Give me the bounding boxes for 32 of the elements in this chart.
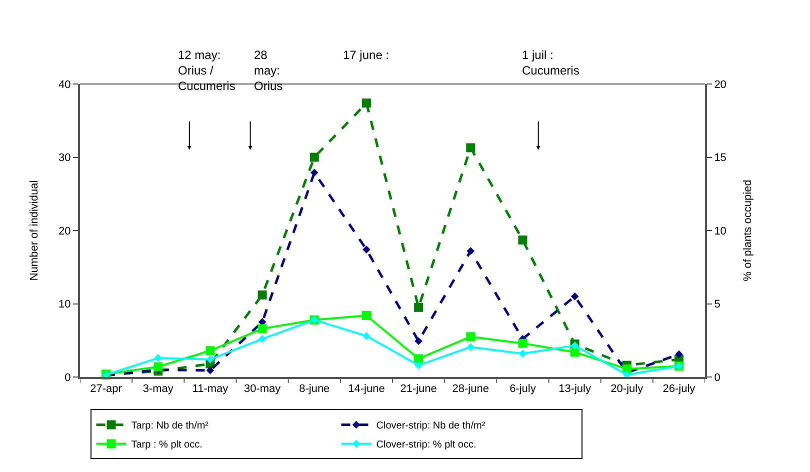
y-tick-label: 0	[64, 372, 71, 384]
y2-tick-label: 15	[714, 152, 726, 164]
y2-tick-label: 20	[714, 78, 726, 91]
y2-tick-label: 5	[714, 298, 720, 311]
x-tick-label: 14-june	[348, 383, 385, 396]
x-tick-label: 30-may	[244, 383, 282, 396]
y-tick-label: 30	[58, 152, 71, 164]
x-tick-label: 6-july	[510, 383, 536, 396]
x-tick-label: 20-july	[610, 383, 644, 396]
x-tick-label: 8-june	[299, 383, 330, 396]
legend-label: Tarp: Nb de th/m²	[131, 420, 210, 432]
x-tick-label: 11-may	[192, 383, 229, 396]
legend-label: Tarp : % plt occ.	[131, 440, 202, 451]
annotation: 12 may: Orius / Cucumeris	[178, 48, 236, 94]
legend-label: Clover-strip: % plt occ.	[376, 440, 476, 451]
text: 1 juil : Cucumeris	[522, 48, 580, 78]
x-tick-label: 26-july	[662, 383, 696, 396]
y2-tick-label: 10	[714, 225, 726, 238]
x-tick-label: 28-june	[452, 383, 489, 396]
text: 17 june :	[343, 48, 390, 62]
y2-axis-title: % of plants occupied	[742, 180, 754, 282]
x-tick-label: 21-june	[400, 383, 437, 396]
legend-label: Clover-strip: Nb de th/m²	[376, 420, 486, 432]
y-axis-title: Number of individual	[28, 180, 41, 281]
y-tick-label: 40	[58, 78, 71, 91]
annotation: 28 may: Orius	[254, 48, 283, 94]
y-tick-label: 10	[58, 298, 71, 311]
y-tick-label: 20	[58, 225, 71, 238]
x-tick-label: 13-july	[558, 383, 592, 396]
y2-tick-label: 0	[714, 372, 720, 384]
x-tick-label: 27-apr	[90, 383, 122, 396]
x-tick-label: 3-may	[142, 383, 174, 396]
